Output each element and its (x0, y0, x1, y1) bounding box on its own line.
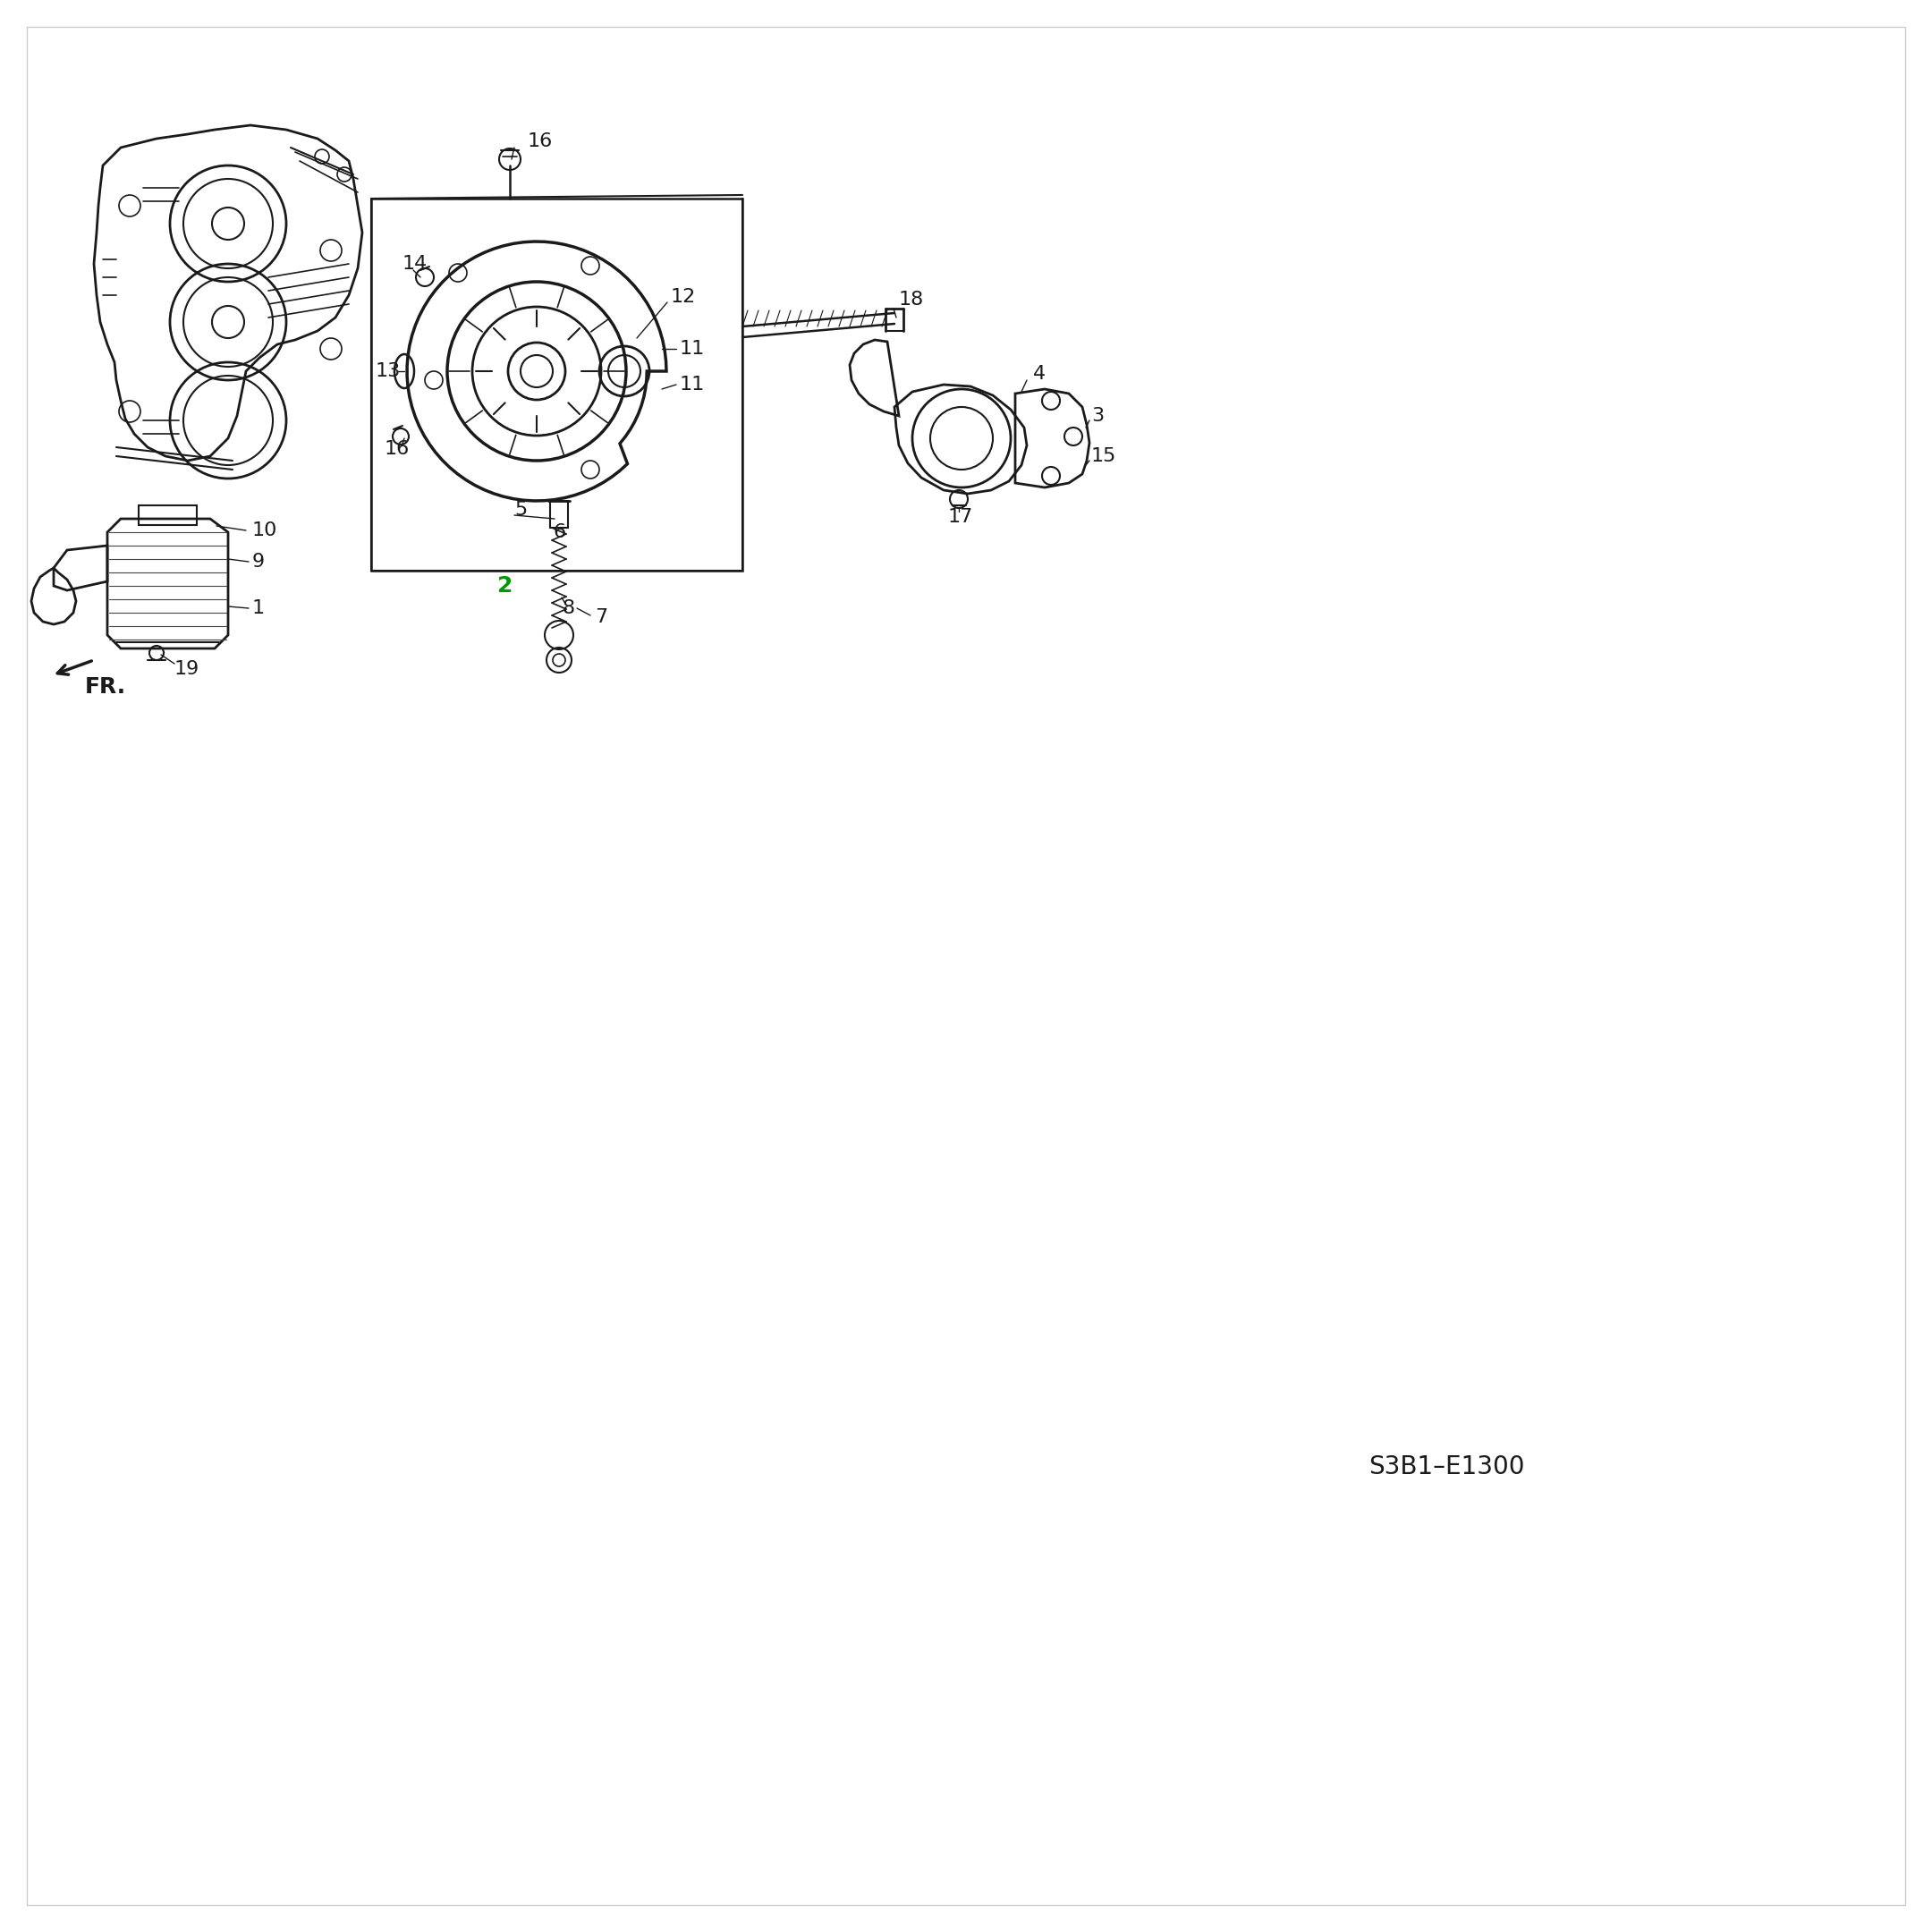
Text: 16: 16 (384, 440, 410, 458)
Text: FR.: FR. (85, 676, 126, 697)
Text: 15: 15 (1092, 446, 1117, 466)
Text: 1: 1 (253, 599, 265, 616)
Text: 6: 6 (553, 524, 566, 541)
Text: 13: 13 (375, 363, 402, 381)
Text: 11: 11 (680, 375, 705, 394)
Text: 16: 16 (527, 133, 553, 151)
Text: 14: 14 (402, 255, 427, 272)
Text: 8: 8 (562, 599, 574, 616)
Text: 2: 2 (498, 576, 514, 597)
Text: 18: 18 (898, 290, 923, 309)
Text: 19: 19 (174, 661, 199, 678)
Bar (139, 506, 197, 526)
Text: 5: 5 (514, 500, 527, 520)
Text: 12: 12 (670, 288, 696, 305)
Text: 17: 17 (949, 508, 974, 526)
Text: 11: 11 (680, 340, 705, 357)
Text: 4: 4 (1034, 365, 1045, 383)
Text: 3: 3 (1092, 408, 1103, 425)
Text: 7: 7 (595, 609, 607, 626)
Text: S3B1–E1300: S3B1–E1300 (1368, 1455, 1524, 1480)
Text: 10: 10 (253, 522, 278, 539)
Bar (551, 500, 568, 527)
Text: 9: 9 (253, 553, 265, 570)
Bar (371, 199, 742, 570)
